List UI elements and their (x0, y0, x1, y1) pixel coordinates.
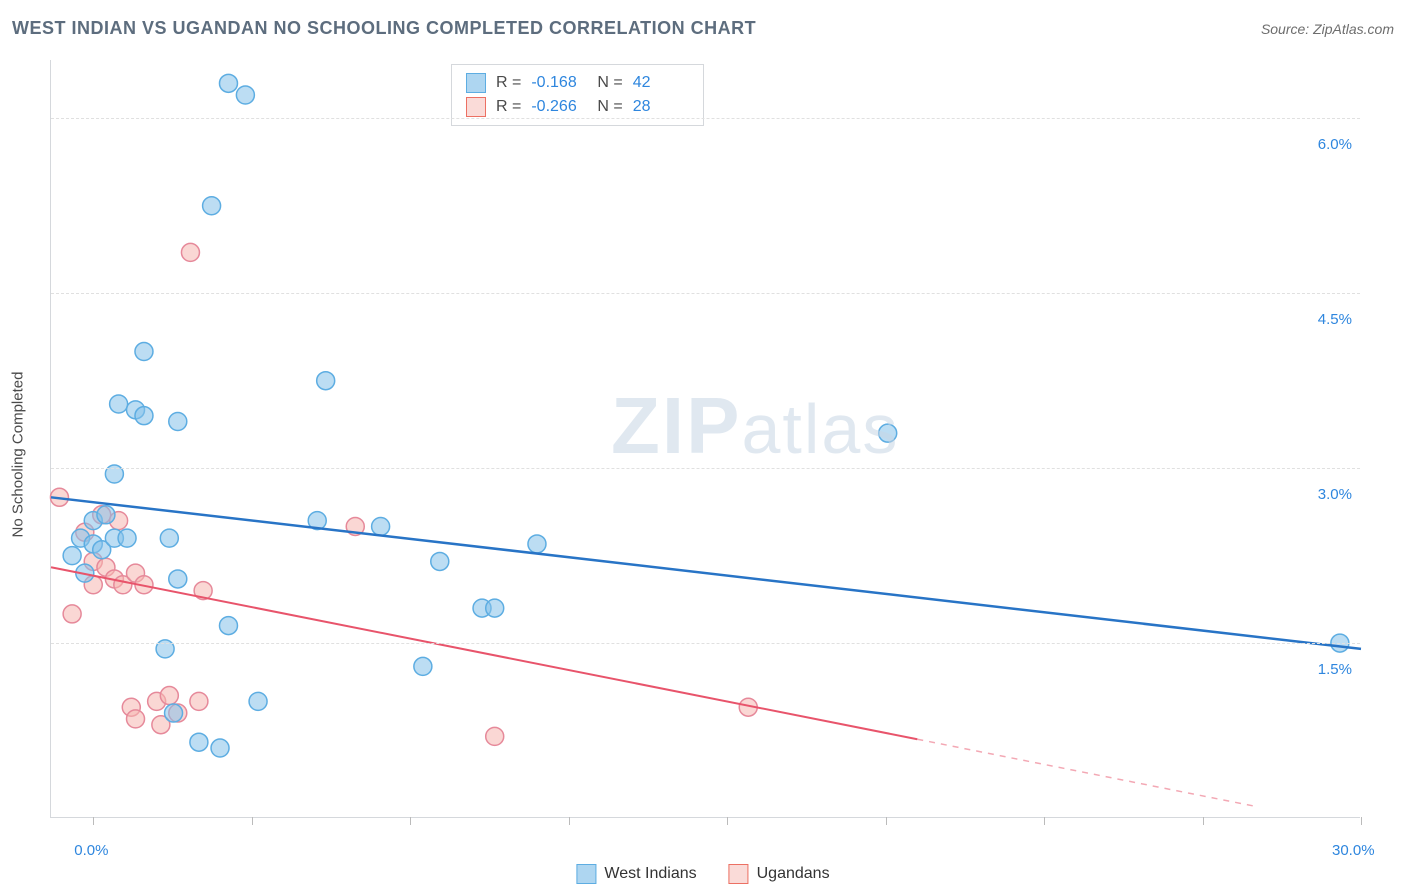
gridline (51, 643, 1360, 644)
x-axis-max-label: 30.0% (1332, 842, 1375, 859)
bottom-legend: West Indians Ugandans (576, 864, 829, 884)
x-tick (252, 817, 253, 825)
blue-point (160, 529, 178, 547)
y-tick-label: 6.0% (1318, 136, 1352, 153)
y-tick-label: 3.0% (1318, 486, 1352, 503)
blue-point (63, 547, 81, 565)
gridline (51, 118, 1360, 119)
header: WEST INDIAN VS UGANDAN NO SCHOOLING COMP… (12, 18, 1394, 39)
stats-row: R = -0.266 N = 28 (466, 95, 689, 119)
blue-point (203, 197, 221, 215)
r-value: -0.266 (531, 98, 587, 116)
blue-point (110, 395, 128, 413)
blue-point (169, 413, 187, 431)
trendline-dashed (917, 739, 1255, 806)
r-label: R = (496, 74, 521, 92)
legend-swatch (729, 864, 749, 884)
blue-point (165, 704, 183, 722)
x-tick (1361, 817, 1362, 825)
n-label: N = (597, 98, 622, 116)
blue-point (317, 372, 335, 390)
y-tick-label: 1.5% (1318, 661, 1352, 678)
blue-point (190, 733, 208, 751)
n-value: 42 (633, 74, 689, 92)
x-tick (410, 817, 411, 825)
pink-point (127, 710, 145, 728)
x-axis-min-label: 0.0% (74, 842, 108, 859)
blue-point (135, 407, 153, 425)
r-value: -0.168 (531, 74, 587, 92)
blue-point (414, 657, 432, 675)
blue-point (486, 599, 504, 617)
blue-point (236, 86, 254, 104)
pink-point (486, 727, 504, 745)
legend-label: West Indians (604, 865, 696, 883)
blue-point (249, 692, 267, 710)
source-attribution: Source: ZipAtlas.com (1261, 21, 1394, 37)
pink-point (190, 692, 208, 710)
source-prefix: Source: (1261, 21, 1313, 37)
legend-item: West Indians (576, 864, 696, 884)
x-tick (569, 817, 570, 825)
stats-legend-box: R = -0.168 N = 42 R = -0.266 N = 28 (451, 64, 704, 126)
blue-point (431, 552, 449, 570)
stats-row: R = -0.168 N = 42 (466, 71, 689, 95)
pink-point (181, 243, 199, 261)
pink-point (63, 605, 81, 623)
blue-point (135, 343, 153, 361)
blue-point (879, 424, 897, 442)
blue-point (528, 535, 546, 553)
blue-point (97, 506, 115, 524)
gridline (51, 293, 1360, 294)
legend-swatch (576, 864, 596, 884)
blue-point (211, 739, 229, 757)
legend-label: Ugandans (757, 865, 830, 883)
y-tick-label: 4.5% (1318, 311, 1352, 328)
n-label: N = (597, 74, 622, 92)
n-value: 28 (633, 98, 689, 116)
x-tick (1044, 817, 1045, 825)
y-axis-label: No Schooling Completed (10, 372, 27, 538)
blue-point (169, 570, 187, 588)
series-swatch (466, 73, 486, 93)
x-tick (93, 817, 94, 825)
blue-point (219, 617, 237, 635)
legend-item: Ugandans (729, 864, 830, 884)
gridline (51, 468, 1360, 469)
x-tick (886, 817, 887, 825)
blue-point (219, 74, 237, 92)
trendline (51, 497, 1361, 649)
plot-area: R =-0.168N =42R =-0.266N =28 ZIPatlas 1.… (50, 60, 1360, 818)
chart-title: WEST INDIAN VS UGANDAN NO SCHOOLING COMP… (12, 18, 756, 39)
x-tick (727, 817, 728, 825)
x-tick (1203, 817, 1204, 825)
chart-svg (51, 60, 1360, 817)
blue-point (118, 529, 136, 547)
r-label: R = (496, 98, 521, 116)
blue-point (372, 517, 390, 535)
pink-point (160, 687, 178, 705)
series-swatch (466, 97, 486, 117)
source-name: ZipAtlas.com (1313, 21, 1394, 37)
